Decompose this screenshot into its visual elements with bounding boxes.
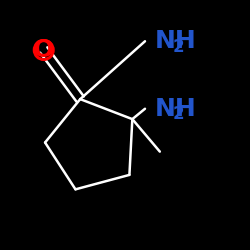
Text: O: O [33,38,54,62]
Text: NH: NH [155,97,197,121]
Text: 2: 2 [173,105,184,123]
Text: 2: 2 [173,38,184,56]
Text: NH: NH [155,29,197,53]
